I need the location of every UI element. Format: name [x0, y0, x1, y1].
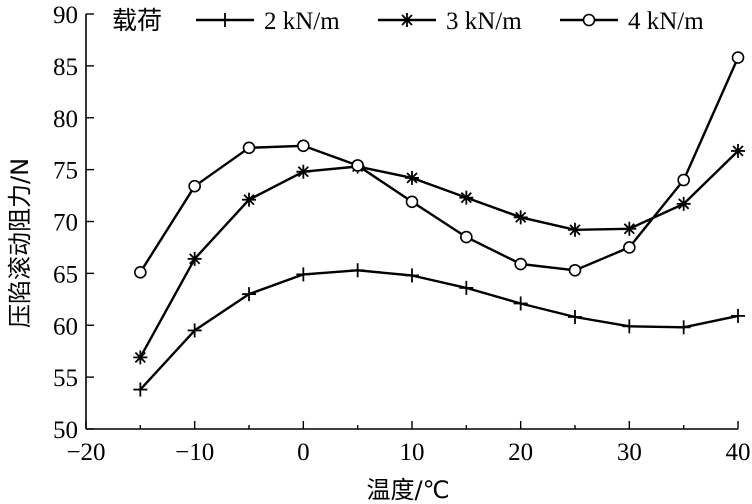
- x-tick-label: 40: [726, 439, 751, 466]
- series-3kN-m: [133, 143, 745, 365]
- data-point: [731, 51, 745, 64]
- data-point: [405, 268, 419, 283]
- x-tick-label: 30: [617, 439, 642, 466]
- data-point: [133, 350, 148, 365]
- legend-entry: 3 kN/m: [378, 8, 522, 35]
- data-point: [296, 267, 311, 282]
- data-point: [568, 263, 582, 277]
- data-point: [514, 257, 527, 271]
- x-axis-label: 温度/℃: [366, 476, 449, 504]
- y-tick-label: 90: [53, 2, 78, 29]
- series-line: [139, 57, 740, 273]
- data-point: [676, 196, 691, 211]
- x-tick-label: −20: [66, 439, 105, 466]
- data-point: [568, 309, 582, 324]
- data-point: [187, 251, 202, 266]
- data-point: [513, 296, 528, 311]
- data-point: [297, 139, 310, 153]
- y-tick-label: 50: [53, 417, 78, 444]
- data-point: [242, 287, 256, 302]
- data-point: [242, 192, 256, 207]
- data-point: [460, 230, 473, 244]
- data-point: [459, 280, 474, 295]
- legend-entry: 2 kN/m: [196, 8, 340, 35]
- data-point: [188, 179, 201, 193]
- series-line: [139, 150, 739, 358]
- data-point: [568, 222, 582, 237]
- data-point: [133, 382, 148, 397]
- data-point: [731, 308, 745, 323]
- y-tick-label: 65: [53, 261, 78, 288]
- axes: −20 −10 0 10 20 30 40 50 55 60 65 70 75 80 85 90: [53, 2, 751, 466]
- data-point: [405, 195, 419, 209]
- data-point: [134, 266, 147, 279]
- data-point: [459, 190, 474, 205]
- legend-title: 载荷: [112, 6, 162, 35]
- data-point: [622, 221, 637, 236]
- data-point: [350, 263, 365, 278]
- y-tick-label: 55: [53, 365, 78, 392]
- y-tick-label: 80: [53, 106, 78, 133]
- y-tick-label: 60: [53, 313, 78, 340]
- data-point: [731, 143, 745, 158]
- x-tick-label: 20: [508, 439, 533, 466]
- legend-marker: [218, 13, 232, 27]
- data-point: [622, 319, 637, 334]
- data-point: [187, 323, 202, 338]
- series-group: [133, 51, 745, 397]
- legend-entry: 4 kN/m: [560, 8, 704, 35]
- x-tick-label: 10: [400, 439, 425, 466]
- x-tick-label: −10: [175, 439, 214, 466]
- y-axis-label: 压陷滚动阻力/N: [6, 158, 34, 328]
- data-point: [677, 173, 690, 187]
- data-point: [513, 210, 528, 225]
- series-line: [139, 269, 739, 391]
- data-point: [676, 320, 691, 335]
- legend-label: 4 kN/m: [628, 8, 704, 35]
- y-tick-label: 75: [53, 158, 78, 185]
- data-point: [623, 241, 636, 254]
- series-4kN-m: [134, 51, 745, 279]
- legend-marker: [400, 13, 414, 27]
- series-2kN-m: [133, 263, 745, 397]
- legend: 载荷 2 kN/m 3 kN/m 4 kN/m: [112, 6, 704, 35]
- legend-label: 3 kN/m: [446, 8, 522, 35]
- legend-label: 2 kN/m: [264, 8, 340, 35]
- data-point: [351, 159, 364, 172]
- data-point: [242, 141, 256, 155]
- y-tick-label: 85: [53, 54, 78, 81]
- x-tick-label: 0: [297, 439, 310, 466]
- data-point: [405, 170, 419, 185]
- y-tick-label: 70: [53, 210, 78, 237]
- data-point: [296, 164, 311, 179]
- legend-marker: [582, 13, 596, 27]
